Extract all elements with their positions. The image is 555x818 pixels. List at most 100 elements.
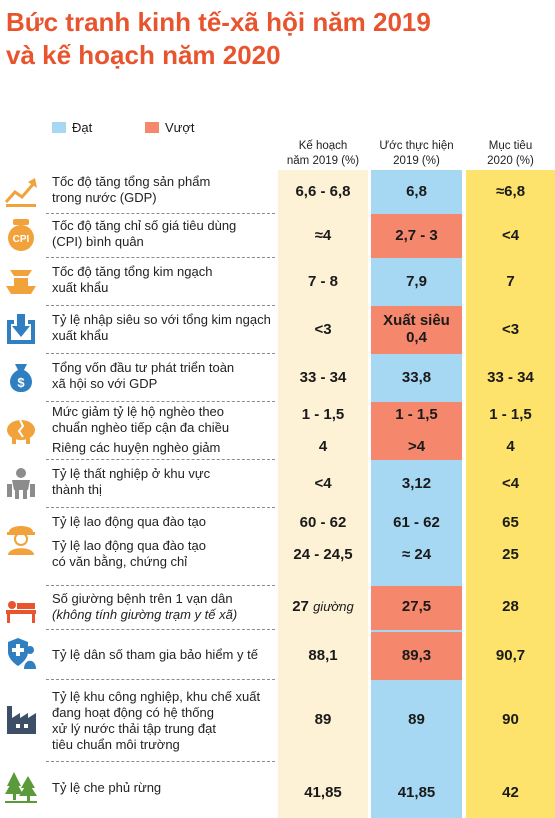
plan-value: 60 - 62 bbox=[299, 514, 347, 531]
legend-exceeded: Vượt bbox=[145, 120, 195, 135]
estimate-value: 2,7 - 3 bbox=[395, 227, 438, 244]
money-bag-icon: $ bbox=[10, 364, 32, 392]
row-divider bbox=[46, 257, 275, 258]
row-label-line: tiêu chuẩn môi trường bbox=[52, 737, 180, 752]
svg-text:CPI: CPI bbox=[13, 234, 30, 245]
target-value: 65 bbox=[502, 514, 519, 531]
estimate-value: 89,3 bbox=[401, 647, 432, 664]
target-value: <4 bbox=[501, 227, 520, 244]
table-row: Tỷ lệ nhập siêu so với tổng kim ngạch xu… bbox=[0, 306, 555, 354]
row-label-line: Tốc độ tăng chỉ số giá tiêu dùng bbox=[52, 218, 237, 233]
estimate-value: 61 - 62 bbox=[393, 514, 440, 531]
row-divider bbox=[46, 761, 275, 762]
plan-value: 7 - 8 bbox=[307, 273, 338, 290]
row-label-line: chuẩn nghèo tiếp cận đa chiều bbox=[52, 420, 230, 435]
row-label: Mức giảm tỷ lệ hộ nghèo theo chuẩn nghèo… bbox=[52, 404, 274, 436]
estimate-value-line: 0,4 bbox=[406, 329, 427, 346]
target-value: <4 bbox=[501, 475, 520, 492]
column-header-estimate: Ước thực hiện 2019 (%) bbox=[371, 139, 462, 169]
sub-target-value: 4 bbox=[506, 438, 515, 455]
plan-value: 89 bbox=[314, 711, 332, 728]
estimate-cell-exceeded bbox=[371, 586, 462, 630]
row-label-line: (CPI) bình quân bbox=[52, 234, 144, 249]
column-header-plan: Kế hoạch năm 2019 (%) bbox=[278, 139, 368, 169]
row-divider bbox=[46, 305, 275, 306]
row-label: Tỷ lệ khu công nghiệp, khu chế xuất đang… bbox=[52, 689, 274, 753]
row-label: Tỷ lệ lao động qua đào tạo bbox=[52, 514, 206, 529]
cpi-coin-icon: CPI bbox=[8, 219, 34, 251]
target-value: 90,7 bbox=[495, 647, 526, 664]
export-ship-icon bbox=[6, 270, 36, 294]
health-insurance-icon bbox=[8, 638, 36, 669]
svg-text:$: $ bbox=[17, 375, 25, 390]
row-label-line: đang hoạt động có hệ thống bbox=[52, 705, 214, 720]
row-label-line: Tỷ lệ khu công nghiệp, khu chế xuất bbox=[52, 689, 261, 704]
row-label: Tỷ lệ dân số tham gia bảo hiểm y tế bbox=[52, 647, 258, 662]
target-value: <3 bbox=[501, 321, 520, 338]
row-label-line: xuất khẩu bbox=[52, 280, 109, 295]
estimate-value: 1 - 1,5 bbox=[395, 406, 438, 423]
row-label-line: xử lý nước thải tập trung đạt bbox=[52, 721, 216, 736]
title-line-2: và kế hoạch năm 2020 bbox=[6, 40, 281, 70]
estimate-value: 27,5 bbox=[401, 598, 432, 615]
sub-plan-value: 24 - 24,5 bbox=[293, 546, 353, 563]
plan-value: <4 bbox=[314, 475, 332, 492]
table-row: Số giường bệnh trên 1 vạn dân (không tín… bbox=[0, 586, 555, 630]
trained-worker-icon bbox=[7, 526, 35, 555]
table-row: Tốc độ tăng tổng kim ngạch xuất khẩu 7 -… bbox=[0, 258, 555, 306]
estimate-value-line: Xuất siêu bbox=[383, 312, 450, 329]
row-divider bbox=[46, 353, 275, 354]
estimate-value: 89 bbox=[408, 711, 425, 728]
row-divider bbox=[46, 213, 275, 214]
row-label: Tốc độ tăng chỉ số giá tiêu dùng (CPI) b… bbox=[52, 218, 274, 250]
plan-value: ≈4 bbox=[314, 227, 332, 244]
row-divider bbox=[46, 507, 275, 508]
row-label: Tổng vốn đầu tư phát triển toàn xã hội s… bbox=[52, 360, 274, 392]
target-column-background bbox=[466, 170, 555, 818]
table-row: Tỷ lệ dân số tham gia bảo hiểm y tế 88,1… bbox=[0, 630, 555, 680]
row-label-line: Tổng vốn đầu tư phát triển toàn bbox=[52, 360, 235, 375]
target-value: 42 bbox=[502, 784, 519, 801]
row-label: Tỷ lệ che phủ rừng bbox=[52, 780, 162, 795]
table-row: Tỷ lệ thất nghiệp ở khu vực thành thị <4… bbox=[0, 460, 555, 508]
sub-row-label: Riêng các huyện nghèo giảm bbox=[52, 440, 221, 455]
plan-value: <3 bbox=[314, 321, 332, 338]
broken-piggy-bank-icon bbox=[7, 419, 35, 444]
sub-row-label: Tỷ lệ lao động qua đào tạo có văn bằng, … bbox=[52, 538, 274, 570]
row-label-line: Tỷ lệ nhập siêu so với tổng kim ngạch bbox=[52, 312, 271, 327]
row-divider bbox=[46, 679, 275, 680]
page-title: Bức tranh kinh tế-xã hội năm 2019 và kế … bbox=[6, 6, 551, 72]
sub-target-value: 25 bbox=[502, 546, 519, 563]
target-value: 1 - 1,5 bbox=[489, 406, 532, 423]
column-header-target-line2: 2020 (%) bbox=[487, 155, 534, 167]
column-header-plan-line1: Kế hoạch bbox=[298, 140, 348, 152]
row-label-line: Tốc độ tăng tổng kim ngạch bbox=[52, 264, 213, 279]
plan-value: 33 - 34 bbox=[299, 369, 347, 386]
estimate-value: 41,85 bbox=[397, 784, 436, 801]
estimate-value: 7,9 bbox=[406, 273, 427, 290]
row-label: Số giường bệnh trên 1 vạn dân (không tín… bbox=[52, 591, 274, 623]
sub-estimate-value: >4 bbox=[407, 438, 426, 455]
target-value: 7 bbox=[506, 273, 515, 290]
row-label-line: Mức giảm tỷ lệ hộ nghèo theo bbox=[52, 404, 225, 419]
legend-reached-label: Đạt bbox=[72, 120, 93, 135]
row-label-line: Tốc độ tăng tổng sản phẩm bbox=[52, 174, 211, 189]
estimate-column-background bbox=[371, 170, 462, 818]
hospital-bed-icon bbox=[6, 601, 36, 623]
row-label-line: thành thị bbox=[52, 482, 102, 497]
estimate-value: Xuất siêu 0,4 bbox=[371, 312, 462, 346]
industrial-zone-icon bbox=[7, 706, 36, 734]
plan-value-number: 27 bbox=[292, 598, 309, 615]
target-value: 90 bbox=[502, 711, 519, 728]
row-label-line: Số giường bệnh trên 1 vạn dân bbox=[52, 591, 233, 606]
column-header-estimate-line2: 2019 (%) bbox=[393, 155, 440, 167]
table-row: Mức giảm tỷ lệ hộ nghèo theo chuẩn nghèo… bbox=[0, 402, 555, 460]
row-divider bbox=[46, 629, 275, 630]
column-header-plan-line2: năm 2019 (%) bbox=[286, 155, 360, 167]
estimate-cell-exceeded bbox=[371, 632, 462, 680]
plan-value: 1 - 1,5 bbox=[301, 406, 345, 423]
title-line-1: Bức tranh kinh tế-xã hội năm 2019 bbox=[6, 7, 431, 37]
table-row: Tốc độ tăng tổng sản phẩm trong nước (GD… bbox=[0, 170, 555, 214]
column-header-target-line1: Mục tiêu bbox=[488, 140, 533, 152]
row-divider bbox=[46, 585, 275, 586]
